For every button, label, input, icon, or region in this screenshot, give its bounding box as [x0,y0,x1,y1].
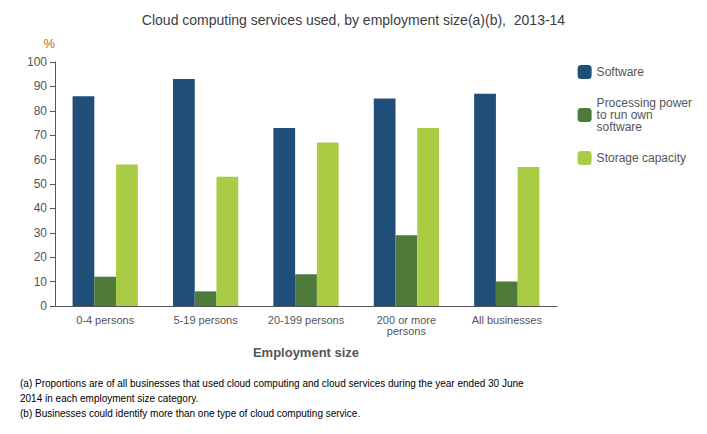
svg-text:Cloud computing services used,: Cloud computing services used, by employ… [142,12,566,28]
svg-text:Software: Software [597,65,645,79]
svg-text:Processing power: Processing power [596,96,692,110]
svg-text:20-199 persons: 20-199 persons [268,314,345,326]
svg-text:(b) Businesses could identify: (b) Businesses could identify more than … [20,408,360,419]
svg-text:10: 10 [34,275,48,289]
svg-text:%: % [43,36,55,51]
svg-text:100: 100 [27,55,47,69]
svg-text:30: 30 [34,226,48,240]
svg-text:(a) Proportions are of all bus: (a) Proportions are of all businesses th… [20,378,524,389]
svg-text:Storage capacity: Storage capacity [597,151,686,165]
svg-text:200 or more: 200 or more [376,313,437,326]
svg-text:70: 70 [34,128,48,142]
svg-text:to run own: to run own [596,108,653,122]
svg-text:60: 60 [34,153,48,167]
svg-text:software: software [597,120,643,134]
svg-text:20: 20 [34,250,48,264]
svg-text:50: 50 [34,177,48,191]
svg-text:0: 0 [40,299,47,313]
svg-text:Employment size: Employment size [253,345,359,360]
svg-text:90: 90 [34,79,48,93]
svg-text:All businesses: All businesses [472,314,543,326]
svg-text:persons: persons [387,325,427,337]
svg-text:2014 in each employment size c: 2014 in each employment size category. [20,393,198,404]
svg-text:40: 40 [34,201,48,215]
svg-text:80: 80 [34,104,48,118]
svg-text:0-4 persons: 0-4 persons [76,314,135,326]
svg-text:5-19 persons: 5-19 persons [173,314,238,326]
